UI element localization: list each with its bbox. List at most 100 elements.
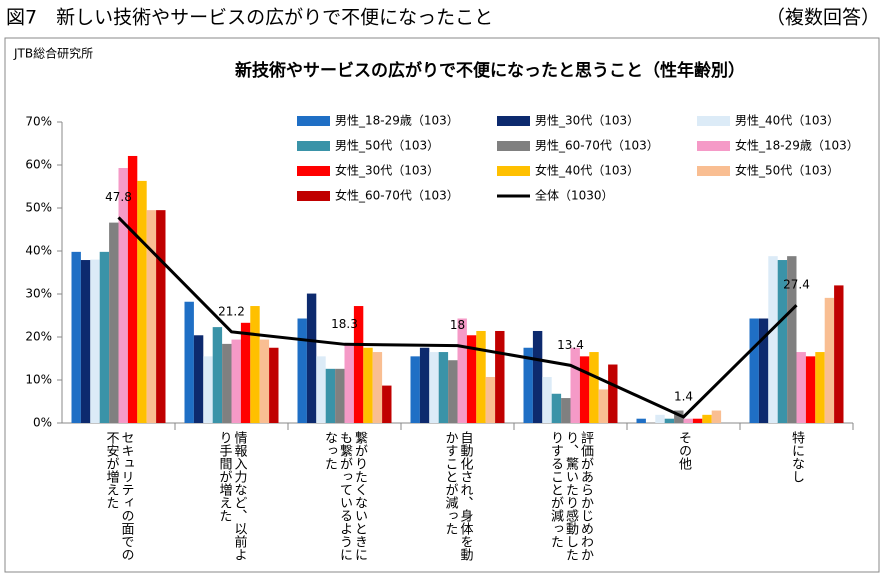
bar [457,318,467,423]
bar [240,322,251,423]
bar [805,356,816,423]
y-tick-label: 0% [33,416,52,430]
bar [768,256,778,423]
bar [335,368,345,423]
bar [71,251,81,423]
legend-label: 女性_50代（103） [735,163,839,178]
bar [193,335,204,423]
legend-swatch [697,141,730,151]
page-title: 図7 新しい技術やサービスの広がりで不便になったこと [6,7,493,29]
legend-swatch [497,141,530,151]
legend-swatch [297,141,330,151]
bar [561,398,571,423]
y-tick-label: 50% [25,201,52,215]
bar [146,210,157,423]
bar [551,393,562,423]
legend-label: 男性_40代（103） [735,114,839,128]
bar [90,259,100,423]
bar [382,385,392,423]
category-label-box: 特になし [789,431,804,483]
x-tick-label: 自動化され、身体を動かすことが減った [442,431,473,561]
bar [118,168,128,423]
data-label: 13.4 [557,338,584,352]
bar [749,318,759,423]
x-tick-label: 繋がりたくないときにも繋がっているようになった [322,431,367,561]
legend-label: 女性_30代（103） [335,163,439,178]
legend-label: 女性_60-70代（103） [335,188,459,203]
legend-label: 男性_60-70代（103） [535,139,659,153]
bar [579,356,590,423]
category-label-box: セキュリティの面での不安が増えた [104,431,134,561]
bar [608,364,618,423]
y-tick-label: 70% [25,115,52,129]
bar [448,360,458,423]
bar [674,410,684,423]
bar [758,318,769,423]
x-tick-label: 特になし [789,431,804,483]
bar [542,376,552,423]
bar [306,293,317,423]
bar [325,368,336,423]
y-tick-label: 20% [25,330,52,344]
bar [231,339,241,423]
data-label: 18.3 [331,317,358,331]
bar [532,330,543,423]
bar [410,356,420,423]
bar [353,306,364,423]
bar [259,339,270,423]
bar [438,352,449,423]
bar [711,410,722,423]
bar [184,301,194,423]
bar [297,318,307,423]
bar [589,352,599,423]
category-label-box: その他 [676,431,691,470]
bar [137,180,147,423]
chart-frame [4,37,880,573]
source: JTB総合研究所 [13,46,93,61]
bar [372,352,383,423]
bar [664,418,675,423]
legend-swatch [297,166,330,176]
category-label-box: 繋がりたくないときにも繋がっているようになった [322,431,367,561]
chart-title: 新技術やサービスの広がりで不便になったと思うこと（性年齢別） [235,60,745,81]
bar [702,414,712,423]
bar [363,347,373,423]
bar [692,418,703,423]
line [117,216,798,419]
x-tick-label: 評価があらかじめわかり、驚いたり感動したりすることが減った [548,431,593,561]
x-tick-label: 情報入力など、以前より手間が増えた [216,431,247,561]
bar [636,418,646,423]
bar [796,352,806,423]
x-tick-label: その他 [676,431,691,470]
bar [419,347,430,423]
bar [598,389,609,423]
bar [203,356,213,423]
category-label-box: 自動化され、身体を動かすことが減った [442,431,473,561]
bar [127,155,138,423]
legend-label: 女性_18-29歳（103） [735,138,859,153]
bar [99,251,110,423]
legend-label: 全体（1030） [535,188,614,203]
legend-label: 女性_40代（103） [535,163,639,178]
legend-swatch [297,116,330,126]
bar [834,285,844,423]
data-label: 47.8 [105,190,132,204]
bar [250,306,260,423]
bar [80,260,91,423]
bar [269,347,279,423]
legend-swatch [697,166,730,176]
page-note: （複数回答） [766,7,880,29]
y-tick-label: 10% [25,373,52,387]
bar [815,352,825,423]
bar [109,222,119,423]
bar [523,347,533,423]
data-label: 27.4 [783,278,810,292]
legend-label: 男性_30代（103） [535,114,639,128]
bar [344,343,354,423]
bar [655,414,665,423]
y-tick-label: 40% [25,244,52,258]
bar [476,330,486,423]
bar [429,352,439,423]
y-tick-label: 60% [25,158,52,172]
